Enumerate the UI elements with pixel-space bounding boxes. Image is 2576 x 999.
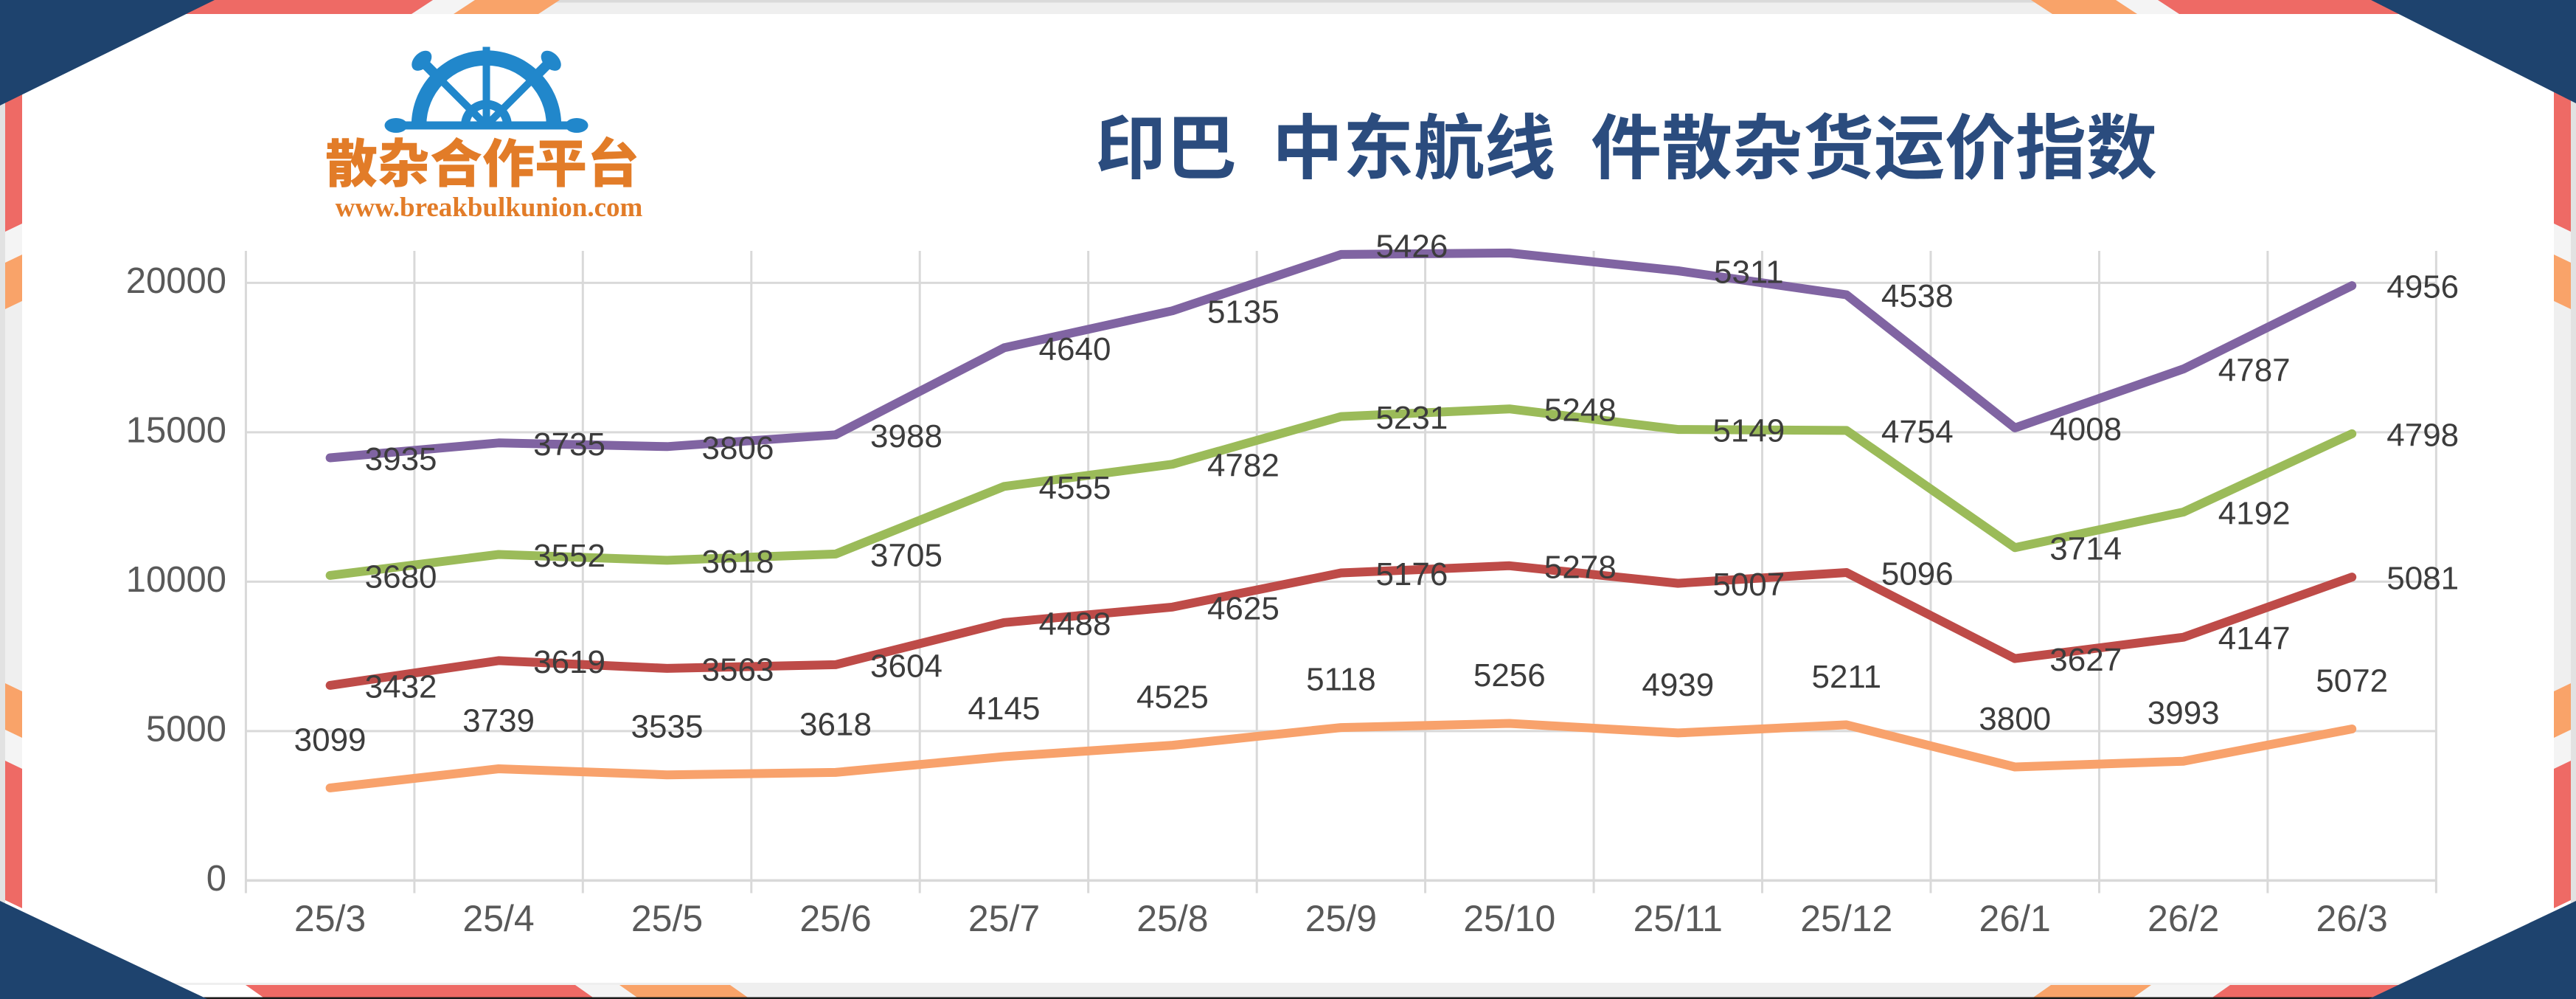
svg-text:www.breakbulkunion.com: www.breakbulkunion.com: [336, 193, 643, 223]
svg-text:4538: 4538: [1881, 278, 1954, 314]
svg-text:5256: 5256: [1473, 657, 1546, 694]
svg-text:4008: 4008: [2049, 411, 2122, 447]
svg-text:3099: 3099: [294, 722, 367, 758]
svg-text:5149: 5149: [1712, 413, 1785, 449]
svg-text:3618: 3618: [702, 544, 774, 580]
svg-text:5072: 5072: [2316, 663, 2388, 699]
svg-text:5248: 5248: [1544, 393, 1617, 429]
svg-text:25/10: 25/10: [1463, 898, 1555, 939]
svg-text:3618: 3618: [799, 706, 872, 742]
svg-text:4939: 4939: [1642, 667, 1714, 703]
svg-text:4798: 4798: [2386, 417, 2459, 453]
svg-text:5426: 5426: [1375, 228, 1448, 264]
svg-text:25/6: 25/6: [799, 898, 871, 939]
svg-text:25/4: 25/4: [462, 898, 534, 939]
svg-text:25/9: 25/9: [1305, 898, 1377, 939]
svg-text:3714: 3714: [2049, 531, 2122, 567]
svg-text:3739: 3739: [462, 703, 535, 739]
svg-text:4147: 4147: [2218, 621, 2291, 657]
svg-text:5231: 5231: [1375, 400, 1448, 436]
svg-text:3680: 3680: [365, 559, 437, 595]
svg-text:3563: 3563: [702, 651, 774, 688]
svg-text:20000: 20000: [126, 261, 226, 301]
svg-text:3705: 3705: [870, 537, 942, 573]
svg-text:5211: 5211: [1811, 659, 1881, 695]
svg-text:5007: 5007: [1712, 567, 1785, 603]
svg-text:25/8: 25/8: [1136, 898, 1208, 939]
svg-text:3604: 3604: [870, 648, 942, 684]
svg-text:3735: 3735: [533, 426, 605, 463]
svg-text:5311: 5311: [1714, 255, 1784, 291]
svg-text:3993: 3993: [2148, 695, 2220, 731]
svg-text:3432: 3432: [365, 668, 437, 705]
svg-text:3627: 3627: [2049, 642, 2122, 678]
svg-text:3935: 3935: [365, 441, 437, 477]
svg-text:5176: 5176: [1375, 556, 1448, 592]
svg-text:4754: 4754: [1881, 414, 1954, 450]
svg-text:4525: 4525: [1136, 680, 1209, 716]
svg-text:4192: 4192: [2218, 496, 2291, 532]
svg-text:25/12: 25/12: [1800, 898, 1892, 939]
svg-text:10000: 10000: [126, 560, 226, 600]
svg-text:25/7: 25/7: [968, 898, 1040, 939]
svg-text:3800: 3800: [1979, 701, 2051, 737]
svg-text:5081: 5081: [2386, 561, 2459, 597]
svg-text:25/5: 25/5: [631, 898, 703, 939]
svg-text:5135: 5135: [1207, 294, 1280, 331]
svg-text:26/1: 26/1: [1979, 898, 2051, 939]
svg-text:4555: 4555: [1039, 470, 1111, 506]
svg-text:26/3: 26/3: [2316, 898, 2388, 939]
svg-text:25/11: 25/11: [1634, 898, 1723, 939]
svg-text:5118: 5118: [1306, 662, 1376, 698]
svg-text:4625: 4625: [1207, 590, 1280, 626]
svg-text:5278: 5278: [1544, 549, 1617, 585]
svg-text:3535: 3535: [631, 709, 704, 745]
svg-text:4787: 4787: [2218, 353, 2291, 389]
svg-text:5000: 5000: [146, 709, 226, 749]
svg-text:3806: 3806: [702, 430, 774, 466]
svg-text:4145: 4145: [968, 691, 1041, 727]
svg-text:26/2: 26/2: [2148, 898, 2219, 939]
svg-text:4640: 4640: [1039, 331, 1111, 367]
svg-text:25/3: 25/3: [294, 898, 366, 939]
svg-text:15000: 15000: [126, 410, 226, 450]
svg-text:4956: 4956: [2386, 269, 2459, 305]
svg-text:0: 0: [206, 859, 226, 899]
svg-text:5096: 5096: [1881, 556, 1954, 592]
svg-text:3552: 3552: [533, 538, 605, 574]
svg-text:3619: 3619: [533, 644, 605, 680]
svg-text:3988: 3988: [870, 418, 942, 454]
svg-text:4488: 4488: [1039, 606, 1111, 642]
svg-text:4782: 4782: [1207, 448, 1280, 484]
